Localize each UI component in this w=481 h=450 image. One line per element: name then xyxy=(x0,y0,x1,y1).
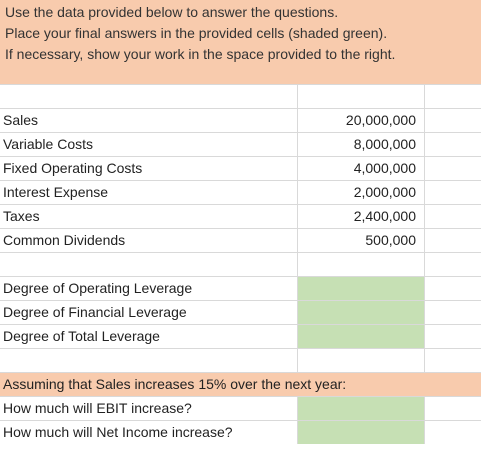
data-row-fixed-costs: Fixed Operating Costs 4,000,000 xyxy=(0,156,481,180)
row-label[interactable]: Degree of Operating Leverage xyxy=(3,280,193,296)
work-cell[interactable] xyxy=(424,133,481,156)
scenario-prompt-row: Assuming that Sales increases 15% over t… xyxy=(0,372,481,396)
instruction-line: If necessary, show your work in the spac… xyxy=(5,46,396,62)
blank-cell[interactable] xyxy=(297,85,424,108)
work-cell[interactable] xyxy=(424,157,481,180)
question-label[interactable]: How much will Net Income increase? xyxy=(3,424,233,440)
blank-row xyxy=(0,84,481,108)
answer-cell-dol[interactable] xyxy=(297,277,424,300)
row-value[interactable]: 500,000 xyxy=(297,229,424,252)
work-cell[interactable] xyxy=(424,181,481,204)
work-cell[interactable] xyxy=(424,301,481,324)
blank-cell[interactable] xyxy=(297,349,424,372)
work-cell[interactable] xyxy=(424,85,481,108)
work-cell[interactable] xyxy=(424,205,481,228)
blank-row xyxy=(0,348,481,372)
data-row-interest-expense: Interest Expense 2,000,000 xyxy=(0,180,481,204)
row-label[interactable]: Fixed Operating Costs xyxy=(3,160,143,176)
row-label[interactable]: Degree of Total Leverage xyxy=(3,328,160,344)
row-value[interactable]: 4,000,000 xyxy=(297,157,424,180)
work-cell[interactable] xyxy=(424,325,481,348)
scenario-row-ebit: How much will EBIT increase? xyxy=(0,396,481,420)
blank-cell[interactable] xyxy=(297,253,424,276)
blank-cell[interactable] xyxy=(0,349,297,372)
answer-cell-ebit[interactable] xyxy=(297,397,424,420)
answer-cell-net-income[interactable] xyxy=(297,421,424,444)
row-value[interactable]: 8,000,000 xyxy=(297,133,424,156)
row-label[interactable]: Common Dividends xyxy=(3,232,126,248)
row-value[interactable]: 20,000,000 xyxy=(297,109,424,132)
blank-row xyxy=(0,252,481,276)
answer-cell-dfl[interactable] xyxy=(297,301,424,324)
leverage-row-dfl: Degree of Financial Leverage xyxy=(0,300,481,324)
data-row-common-dividends: Common Dividends 500,000 xyxy=(0,228,481,252)
work-cell[interactable] xyxy=(424,253,481,276)
work-cell[interactable] xyxy=(424,421,481,444)
instruction-line: Use the data provided below to answer th… xyxy=(5,4,339,20)
work-cell[interactable] xyxy=(424,109,481,132)
row-label[interactable]: Variable Costs xyxy=(3,136,94,152)
work-cell[interactable] xyxy=(424,349,481,372)
instruction-line: Place your final answers in the provided… xyxy=(5,25,388,41)
row-label[interactable]: Interest Expense xyxy=(3,184,109,200)
leverage-row-dtl: Degree of Total Leverage xyxy=(0,324,481,348)
data-row-taxes: Taxes 2,400,000 xyxy=(0,204,481,228)
work-cell[interactable] xyxy=(424,277,481,300)
row-value[interactable]: 2,000,000 xyxy=(297,181,424,204)
question-label[interactable]: How much will EBIT increase? xyxy=(3,400,192,416)
row-label[interactable]: Sales xyxy=(3,112,39,128)
blank-cell[interactable] xyxy=(0,253,297,276)
work-cell[interactable] xyxy=(424,229,481,252)
leverage-row-dol: Degree of Operating Leverage xyxy=(0,276,481,300)
worksheet-grid: Sales 20,000,000 Variable Costs 8,000,00… xyxy=(0,84,481,444)
work-cell[interactable] xyxy=(424,397,481,420)
instructions-block: Use the data provided below to answer th… xyxy=(0,0,481,84)
data-row-variable-costs: Variable Costs 8,000,000 xyxy=(0,132,481,156)
scenario-row-net-income: How much will Net Income increase? xyxy=(0,420,481,444)
answer-cell-dtl[interactable] xyxy=(297,325,424,348)
row-label[interactable]: Taxes xyxy=(3,208,40,224)
blank-cell[interactable] xyxy=(0,85,297,108)
row-value[interactable]: 2,400,000 xyxy=(297,205,424,228)
scenario-prompt[interactable]: Assuming that Sales increases 15% over t… xyxy=(3,376,347,392)
row-label[interactable]: Degree of Financial Leverage xyxy=(3,304,187,320)
data-row-sales: Sales 20,000,000 xyxy=(0,108,481,132)
